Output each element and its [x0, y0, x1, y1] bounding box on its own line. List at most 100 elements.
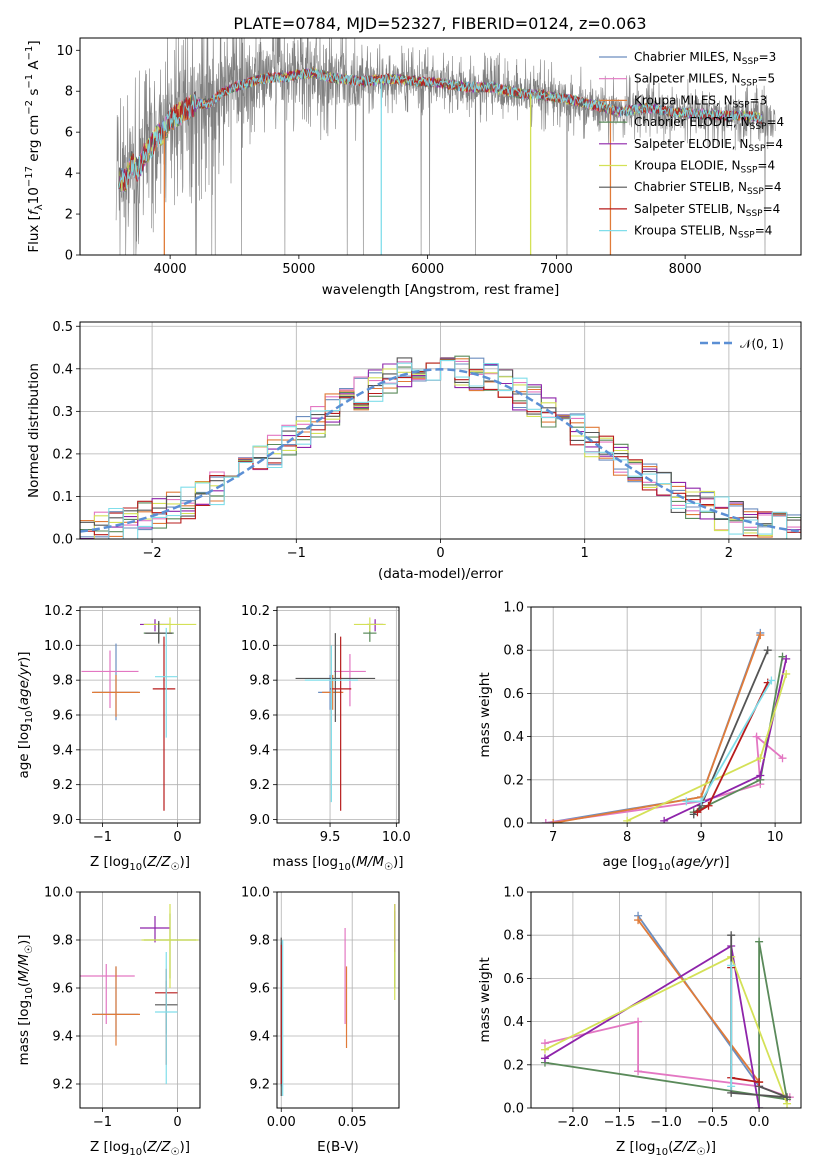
residuals-axes: −2 −1 0 1 2 0.0 0.1 0.2 0.3 0.4 0.5 — [52, 320, 802, 561]
legend-sub: SSP — [750, 122, 767, 132]
model-spectrum — [118, 68, 763, 189]
y-tick-label: 9.4 — [52, 1030, 73, 1045]
weight-marker — [756, 771, 765, 780]
weight-marker — [540, 1054, 549, 1063]
normal-curve — [80, 368, 801, 533]
mass-vs-EBV-plot-area — [280, 904, 396, 1096]
x-axis-label: (data-model)/error — [378, 566, 504, 582]
weight-marker — [763, 646, 772, 655]
y-tick-label: 9.2 — [52, 1078, 73, 1093]
x-tick-label: 0.00 — [267, 1115, 296, 1130]
x-tick-label: 0.05 — [338, 1115, 367, 1130]
y-tick-label: 1.0 — [503, 601, 524, 616]
x-tick-label: 4000 — [154, 262, 187, 277]
y-tick-label: 9.8 — [52, 934, 73, 949]
residual-histogram — [80, 360, 801, 539]
legend-count: =4 — [766, 115, 784, 129]
y-tick-label: 0.2 — [503, 773, 524, 788]
weight-marker — [782, 669, 791, 678]
label-part: age/yr — [676, 854, 721, 870]
parameter-panels: −1 09.09.29.49.69.810.010.2Z [log10(Z/Z☉)… — [16, 601, 802, 1158]
weight-vs-Z-axes: −2.0 −1.5 −1.0 −0.5 0.0 0.0 0.2 0.4 0.6 0.8 1.0 — [503, 886, 802, 1130]
legend-count: =4 — [765, 137, 783, 151]
weight-marker — [541, 819, 550, 823]
label-part: mass weight — [477, 957, 493, 1042]
y-tick-label: 10.0 — [44, 886, 73, 901]
label-part: f — [26, 208, 42, 215]
label-part: E(B-V) — [317, 1139, 359, 1155]
weight-marker — [697, 797, 706, 806]
label-part: )] — [16, 651, 32, 662]
legend-count: =3 — [759, 50, 777, 64]
axes-frame — [79, 891, 201, 1109]
x-tick-label: −1 — [287, 546, 306, 561]
weight-marker — [756, 631, 765, 640]
residuals-plot-area — [80, 355, 801, 539]
legend-count: =3 — [750, 93, 768, 107]
x-tick-label: 7 — [549, 830, 557, 845]
y-tick-label: 10.2 — [44, 604, 73, 619]
legend-entry: Kroupa STELIB, NSSP=4 — [634, 224, 772, 241]
y-tick-label: 8 — [65, 85, 73, 100]
legend-name: Salpeter STELIB, N — [634, 202, 746, 216]
spectrum-axes: 4000 5000 6000 7000 8000 0 2 4 6 8 10 — [56, 37, 802, 277]
y-axis-label: Flux [fλ10−17 erg cm−2 s−1 A−1] — [24, 40, 45, 252]
label-part: M/M — [16, 954, 32, 982]
label-part: Z [log — [90, 1139, 129, 1155]
y-tick-label: 0.6 — [503, 972, 524, 987]
y-tick-label: 10.0 — [241, 639, 270, 654]
spectrum-legend: Chabrier MILES, NSSP=3 Salpeter MILES, N S… — [599, 50, 784, 241]
label-part: Normed distribution — [26, 363, 42, 498]
x-tick-label: 8000 — [669, 262, 702, 277]
y-tick-label: 9.8 — [249, 934, 270, 949]
legend-name: Salpeter MILES, N — [634, 72, 741, 86]
x-tick-label: −1.5 — [604, 1115, 636, 1130]
legend-name: Kroupa ELODIE, N — [634, 159, 741, 173]
x-tick-label: 0 — [173, 1115, 181, 1130]
y-tick-label: 2 — [65, 208, 73, 223]
legend-count: =5 — [757, 72, 775, 86]
axes-frame — [276, 606, 400, 824]
label-part: ( — [16, 705, 32, 710]
label-part: 10 — [658, 862, 671, 873]
weight-line — [544, 944, 760, 1108]
y-tick-label: 10.2 — [241, 604, 270, 619]
label-part: M/M — [356, 854, 384, 870]
label-part: ☉ — [696, 1147, 705, 1158]
normal-legend-label: 𝒩(0, 1) — [740, 337, 784, 351]
x-tick-label: 0 — [173, 830, 181, 845]
weight-marker — [755, 1078, 764, 1087]
x-tick-label: −2 — [143, 546, 162, 561]
legend-name: Chabrier ELODIE, N — [634, 115, 750, 129]
age-vs-Z-axes: −1 0 9.0 9.2 9.4 9.6 9.8 10.0 10.2 — [44, 604, 201, 845]
label-part: )] — [393, 854, 404, 870]
legend-entry: Chabrier MILES, NSSP=3 — [634, 50, 776, 67]
y-tick-label: 0.3 — [52, 405, 73, 420]
legend-sub: SSP — [738, 231, 755, 241]
label-part: age [log — [16, 723, 32, 778]
label-part: ( — [668, 1139, 673, 1155]
legend-entry: Kroupa MILES, NSSP=3 — [634, 93, 767, 110]
x-tick-label: 7000 — [540, 262, 573, 277]
legend-sub: SSP — [746, 209, 763, 219]
y-tick-label: 0.4 — [52, 362, 73, 377]
label-part: ( — [16, 982, 32, 987]
legend-count: =4 — [764, 180, 782, 194]
weight-marker — [782, 654, 791, 663]
y-tick-label: 9.6 — [249, 709, 270, 724]
label-part: )] — [705, 1139, 716, 1155]
y-tick-label: 10.0 — [241, 886, 270, 901]
axes-frame — [79, 321, 802, 540]
weight-marker — [752, 732, 761, 741]
legend-sub: SSP — [741, 166, 758, 176]
y-tick-label: 9.0 — [52, 813, 73, 828]
y-tick-label: 0.5 — [52, 320, 73, 335]
x-axis-label: Z [log10(Z/Z☉)] — [90, 1139, 190, 1158]
label-part: age [log — [602, 854, 657, 870]
label-part: −17 — [24, 166, 35, 187]
label-part: 10 — [24, 711, 35, 724]
legend-sub: SSP — [733, 100, 750, 110]
x-tick-label: 2 — [725, 546, 733, 561]
x-tick-label: 9.5 — [320, 830, 341, 845]
y-tick-label: 0.2 — [503, 1058, 524, 1073]
